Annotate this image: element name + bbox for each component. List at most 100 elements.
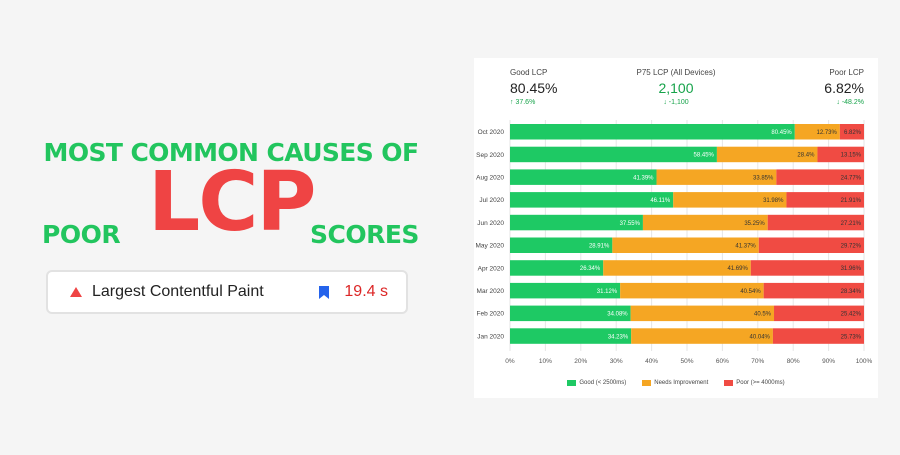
stacked-bar-chart: 0% 10% 20% 30% 40% 50% 60% 70% 80% 90% 100% Oct 202… <box>475 120 873 365</box>
warning-triangle-icon <box>70 287 82 297</box>
x-tick-label: 30% <box>610 358 623 365</box>
x-tick-label: 0% <box>505 358 515 365</box>
data-label: 41.37% <box>735 243 756 249</box>
legend-label-needs: Needs Improvement <box>654 380 709 386</box>
bar-segment <box>510 328 632 344</box>
y-tick-label: Sep 2020 <box>476 152 504 159</box>
data-label: 35.25% <box>744 221 765 227</box>
bar-segment <box>642 214 768 231</box>
data-label: 34.08% <box>607 312 628 318</box>
data-label: 25.42% <box>841 312 862 318</box>
bar-segment <box>510 305 631 322</box>
data-label: 21.91% <box>841 198 862 204</box>
bar-segment <box>767 214 864 231</box>
bar-segment <box>794 124 840 140</box>
summary-p75-value: 2,100 <box>658 80 694 96</box>
y-tick-label: Mar 2020 <box>477 288 505 295</box>
legend-swatch-needs <box>642 380 652 386</box>
bar-segment <box>510 237 613 253</box>
bar-segment <box>786 192 864 208</box>
y-tick-label: Oct 2020 <box>478 129 505 136</box>
data-label: 26.34% <box>580 266 601 272</box>
x-tick-label: 70% <box>751 358 764 365</box>
y-tick-label: Feb 2020 <box>477 311 505 318</box>
headline-lcp: LCP <box>148 155 317 250</box>
summary-poor-value: 6.82% <box>824 80 864 96</box>
bar-segment <box>510 260 604 276</box>
bar-segment <box>758 237 864 253</box>
bar-segment <box>510 192 674 208</box>
chart-legend: Good (< 2500ms) Needs Improvement Poor (… <box>474 380 878 386</box>
x-tick-label: 40% <box>645 358 658 365</box>
summary-poor-change: ↓ -48.2% <box>836 99 864 106</box>
x-tick-label: 60% <box>716 358 729 365</box>
summary-good: Good LCP 80.45% ↑ 37.6% <box>510 68 557 106</box>
legend-item-good: Good (< 2500ms) <box>567 380 626 386</box>
bar-segment <box>817 146 864 163</box>
summary-poor: Poor LCP 6.82% ↓ -48.2% <box>824 68 864 106</box>
data-label: 6.82% <box>844 130 862 136</box>
metric-value: 19.4 s <box>344 283 388 300</box>
bar-segment <box>612 237 759 253</box>
y-tick-label: May 2020 <box>475 243 504 250</box>
bar-segment <box>774 305 864 322</box>
bar-segment <box>630 305 775 322</box>
x-tick-label: 80% <box>787 358 800 365</box>
bar-segment <box>656 169 777 185</box>
data-label: 31.98% <box>763 198 784 204</box>
data-label: 41.69% <box>727 266 748 272</box>
bar-segment <box>620 282 764 299</box>
summary-good-label: Good LCP <box>510 68 548 77</box>
data-label: 37.55% <box>620 221 641 227</box>
headline-area: MOST COMMON CAUSES OF POOR LCP SCORES La… <box>40 138 430 314</box>
data-label: 40.04% <box>750 334 771 340</box>
legend-label-poor: Poor (>= 4000ms) <box>736 380 785 386</box>
bar-segment <box>510 124 795 140</box>
x-tick-label: 100% <box>856 358 873 365</box>
x-tick-label: 10% <box>539 358 552 365</box>
y-tick-label: Aug 2020 <box>476 174 504 181</box>
x-tick-label: 20% <box>574 358 587 365</box>
data-label: 29.72% <box>841 243 862 249</box>
data-label: 34.23% <box>608 334 629 340</box>
y-tick-label: Jul 2020 <box>479 197 504 204</box>
legend-item-poor: Poor (>= 4000ms) <box>724 380 785 386</box>
lcp-metric-card: Largest Contentful Paint 19.4 s <box>46 270 408 314</box>
summary-good-value: 80.45% <box>510 80 558 96</box>
data-label: 58.45% <box>694 153 715 159</box>
headline-row: POOR LCP SCORES <box>40 162 430 258</box>
data-label: 28.91% <box>589 243 610 249</box>
data-label: 80.45% <box>771 130 792 136</box>
bar-segment <box>603 260 751 276</box>
y-tick-label: Apr 2020 <box>478 265 505 272</box>
data-label: 12.73% <box>816 130 837 136</box>
data-label: 27.21% <box>841 221 862 227</box>
legend-label-good: Good (< 2500ms) <box>579 380 627 386</box>
legend-swatch-poor <box>724 380 734 386</box>
legend-swatch-good <box>567 380 577 386</box>
data-label: 31.12% <box>597 289 618 295</box>
headline-poor: POOR <box>42 220 121 249</box>
data-label: 13.15% <box>841 153 862 159</box>
lcp-chart-panel: Good LCP 80.45% ↑ 37.6% P75 LCP (All Dev… <box>474 58 878 398</box>
bar-segment <box>763 282 864 299</box>
data-label: 40.5% <box>754 312 772 318</box>
summary-poor-label: Poor LCP <box>829 68 864 77</box>
legend-item-needs: Needs Improvement <box>642 380 708 386</box>
bar-segment <box>776 169 864 185</box>
summary-good-change: ↑ 37.6% <box>510 99 536 106</box>
data-label: 28.34% <box>841 289 862 295</box>
headline-line1: MOST COMMON CAUSES OF <box>43 138 419 167</box>
data-label: 33.85% <box>753 175 774 181</box>
bar-segment <box>750 260 864 276</box>
bookmark-flag-icon <box>319 286 329 299</box>
x-tick-label: 90% <box>822 358 835 365</box>
bar-segment <box>716 146 818 163</box>
summary-p75-label: P75 LCP (All Devices) <box>636 68 716 77</box>
bar-segment <box>510 146 717 163</box>
x-tick-label: 50% <box>680 358 693 365</box>
bar-segment <box>510 214 643 231</box>
headline-scores: SCORES <box>310 220 419 249</box>
data-label: 28.4% <box>797 153 815 159</box>
data-label: 41.39% <box>633 175 654 181</box>
